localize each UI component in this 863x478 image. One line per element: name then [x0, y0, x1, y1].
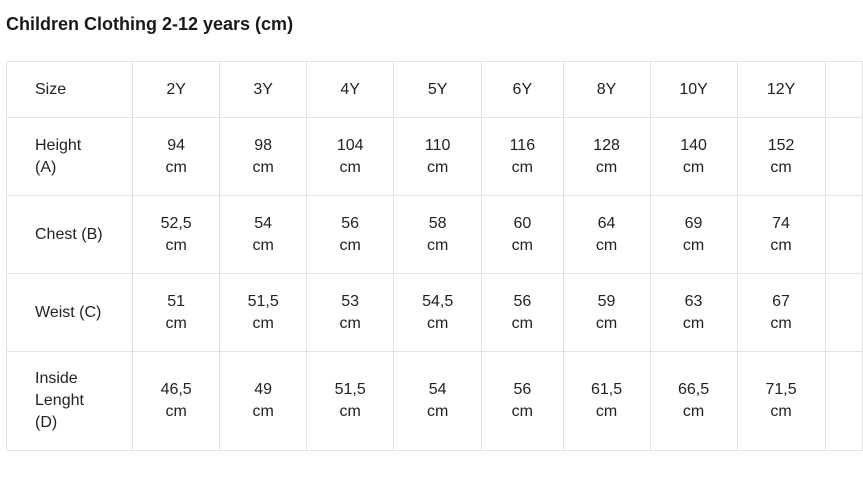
empty-cell [824, 195, 863, 274]
measurement-cell: 54 cm [393, 351, 483, 451]
measurement-value: 54 cm [426, 381, 449, 420]
measurement-cell: 52,5 cm [132, 195, 221, 274]
measurement-cell: 51,5 cm [306, 351, 395, 451]
measurement-value: 52,5 cm [160, 214, 192, 254]
measurement-value: 94 cm [165, 136, 187, 176]
measurement-value: 140 cm [680, 136, 707, 176]
row-label: Weist (C) [5, 273, 134, 352]
size-header-cell: 5Y [393, 61, 483, 118]
measurement-cell: 94 cm [132, 117, 221, 196]
measurement-cell: 110 cm [393, 117, 483, 196]
measurement-cell: 74 cm [736, 195, 826, 274]
size-chart-table: Size 2Y 3Y 4Y 5Y 6Y 8Y 10Y 12Y Height (A) 94 cm 98 … [5, 61, 863, 451]
measurement-cell: 63 cm [649, 273, 738, 352]
measurement-cell: 53 cm [306, 273, 395, 352]
measurement-value: 98 cm [252, 136, 274, 176]
measurement-cell: 54 cm [219, 195, 308, 274]
row-label: Inside Lenght (D) [5, 351, 134, 451]
table-row: Inside Lenght (D) 46,5 cm 49 cm 51,5 cm 54 c… [5, 351, 863, 451]
measurement-cell: 128 cm [562, 117, 651, 196]
measurement-value: 49 cm [252, 381, 274, 420]
measurement-cell: 51,5 cm [219, 273, 308, 352]
measurement-cell: 116 cm [481, 117, 564, 196]
measurement-cell: 140 cm [649, 117, 738, 196]
measurement-cell: 98 cm [219, 117, 308, 196]
measurement-cell: 67 cm [736, 273, 826, 352]
measurement-cell: 152 cm [736, 117, 826, 196]
measurement-cell: 61,5 cm [562, 351, 651, 451]
measurement-cell: 64 cm [562, 195, 651, 274]
measurement-cell: 46,5 cm [132, 351, 221, 451]
measurement-value: 128 cm [593, 136, 620, 176]
measurement-cell: 56 cm [481, 273, 564, 352]
measurement-cell: 69 cm [649, 195, 738, 274]
row-label: Height (A) [5, 117, 134, 196]
measurement-value: 46,5 cm [160, 381, 192, 420]
measurement-value: 66,5 cm [677, 381, 710, 420]
measurement-value: 56 cm [511, 381, 533, 420]
size-header-cell: 4Y [306, 61, 395, 118]
size-header-cell: 6Y [481, 61, 564, 118]
measurement-value: 63 cm [682, 292, 705, 332]
measurement-cell: 71,5 cm [736, 351, 826, 451]
measurement-value: 116 cm [509, 136, 536, 176]
size-header-cell: 2Y [132, 61, 221, 118]
row-label: Chest (B) [5, 195, 134, 274]
table-row: Chest (B) 52,5 cm 54 cm 56 cm 58 cm 60 cm 64 c… [5, 195, 863, 274]
measurement-cell: 58 cm [393, 195, 483, 274]
page-title: Children Clothing 2-12 years (cm) [6, 14, 294, 34]
measurement-value: 54,5 cm [422, 292, 454, 332]
table-row: Height (A) 94 cm 98 cm 104 cm 110 cm 116 cm 12… [5, 117, 863, 196]
empty-cell [824, 273, 863, 352]
measurement-value: 104 cm [336, 136, 364, 176]
measurement-value: 64 cm [595, 214, 618, 254]
measurement-value: 58 cm [426, 214, 449, 254]
size-header-cell: 8Y [562, 61, 651, 118]
measurement-cell: 56 cm [481, 351, 564, 451]
header-label: Size [5, 61, 134, 118]
measurement-value: 51 cm [165, 292, 187, 332]
measurement-value: 110 cm [424, 136, 451, 176]
size-header-cell: 10Y [649, 61, 738, 118]
measurement-value: 53 cm [339, 292, 361, 332]
measurement-cell: 54,5 cm [393, 273, 483, 352]
measurement-cell: 66,5 cm [649, 351, 738, 451]
measurement-cell: 51 cm [132, 273, 221, 352]
empty-cell [824, 61, 863, 118]
measurement-cell: 60 cm [481, 195, 564, 274]
size-header-cell: 12Y [736, 61, 826, 118]
header-row: Size 2Y 3Y 4Y 5Y 6Y 8Y 10Y 12Y [5, 61, 863, 118]
measurement-value: 59 cm [595, 292, 618, 332]
empty-cell [824, 351, 863, 451]
measurement-cell: 49 cm [219, 351, 308, 451]
measurement-value: 56 cm [511, 292, 533, 332]
measurement-cell: 104 cm [306, 117, 395, 196]
measurement-value: 60 cm [511, 214, 533, 254]
measurement-value: 56 cm [339, 214, 361, 254]
measurement-value: 69 cm [682, 214, 705, 254]
measurement-value: 51,5 cm [334, 381, 366, 420]
measurement-value: 61,5 cm [590, 381, 623, 420]
measurement-cell: 59 cm [562, 273, 651, 352]
measurement-value: 74 cm [770, 214, 792, 254]
table-row: Weist (C) 51 cm 51,5 cm 53 cm 54,5 cm 56 cm 59… [5, 273, 863, 352]
measurement-value: 67 cm [770, 292, 792, 332]
measurement-value: 51,5 cm [247, 292, 279, 332]
measurement-value: 152 cm [767, 136, 795, 176]
size-header-cell: 3Y [219, 61, 308, 118]
measurement-cell: 56 cm [306, 195, 395, 274]
measurement-value: 54 cm [252, 214, 274, 254]
empty-cell [824, 117, 863, 196]
measurement-value: 71,5 cm [765, 381, 797, 420]
